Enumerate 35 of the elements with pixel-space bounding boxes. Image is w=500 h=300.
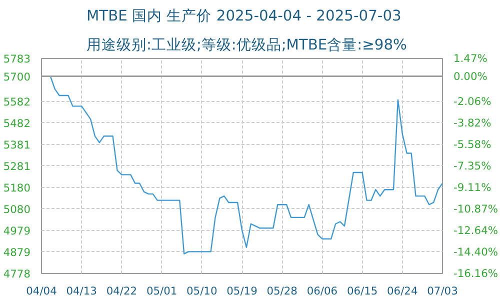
x-tick-label: 06/15 <box>346 284 378 298</box>
y2-tick-label: -7.35% <box>454 160 492 173</box>
y2-tick-label: -16.16% <box>454 267 498 280</box>
y2-tick-label: 0.00% <box>454 70 488 83</box>
x-tick-label: 04/04 <box>26 284 58 298</box>
x-tick-label: 04/13 <box>66 284 97 298</box>
y2-tick-label: -14.40% <box>454 246 498 259</box>
x-tick-label: 05/10 <box>186 284 218 298</box>
y-tick-label: 5582 <box>3 96 31 108</box>
y-tick-label: 5482 <box>3 116 31 130</box>
y-tick-label: 5381 <box>3 138 31 152</box>
x-tick-label: 05/28 <box>266 284 298 298</box>
x-tick-label: 06/24 <box>387 284 418 298</box>
y2-tick-label: 1.47% <box>454 52 488 65</box>
y2-tick-label: -2.06% <box>454 95 492 108</box>
x-tick-label: 04/22 <box>106 284 138 298</box>
y2-tick-label: -3.82% <box>454 116 492 130</box>
y2-tick-label: -5.58% <box>454 138 492 151</box>
y2-tick-label: -9.11% <box>454 181 492 194</box>
y-tick-label: 5700 <box>3 70 31 84</box>
chart-subtitle: 用途级别:工业级;等级:优级品;MTBE含量:≥98% <box>86 36 408 54</box>
x-tick-label: 06/06 <box>306 284 338 298</box>
y-tick-label: 5783 <box>3 52 31 66</box>
y-tick-label: 5180 <box>3 182 31 194</box>
y2-tick-label: -10.87% <box>454 202 498 216</box>
x-tick-label: 05/19 <box>226 284 258 298</box>
y2-tick-label: -12.64% <box>454 224 498 238</box>
chart-title: MTBE 国内 生产价 2025-04-04 - 2025-07-03 <box>86 8 402 24</box>
y-tick-label: 4979 <box>3 224 31 238</box>
y-tick-label: 5281 <box>3 160 31 173</box>
y-tick-label: 4879 <box>3 246 31 259</box>
x-tick-label: 05/01 <box>146 284 178 298</box>
x-tick-label: 07/03 <box>427 284 458 298</box>
y-tick-label: 4778 <box>3 268 31 280</box>
y-tick-label: 5080 <box>3 202 31 216</box>
